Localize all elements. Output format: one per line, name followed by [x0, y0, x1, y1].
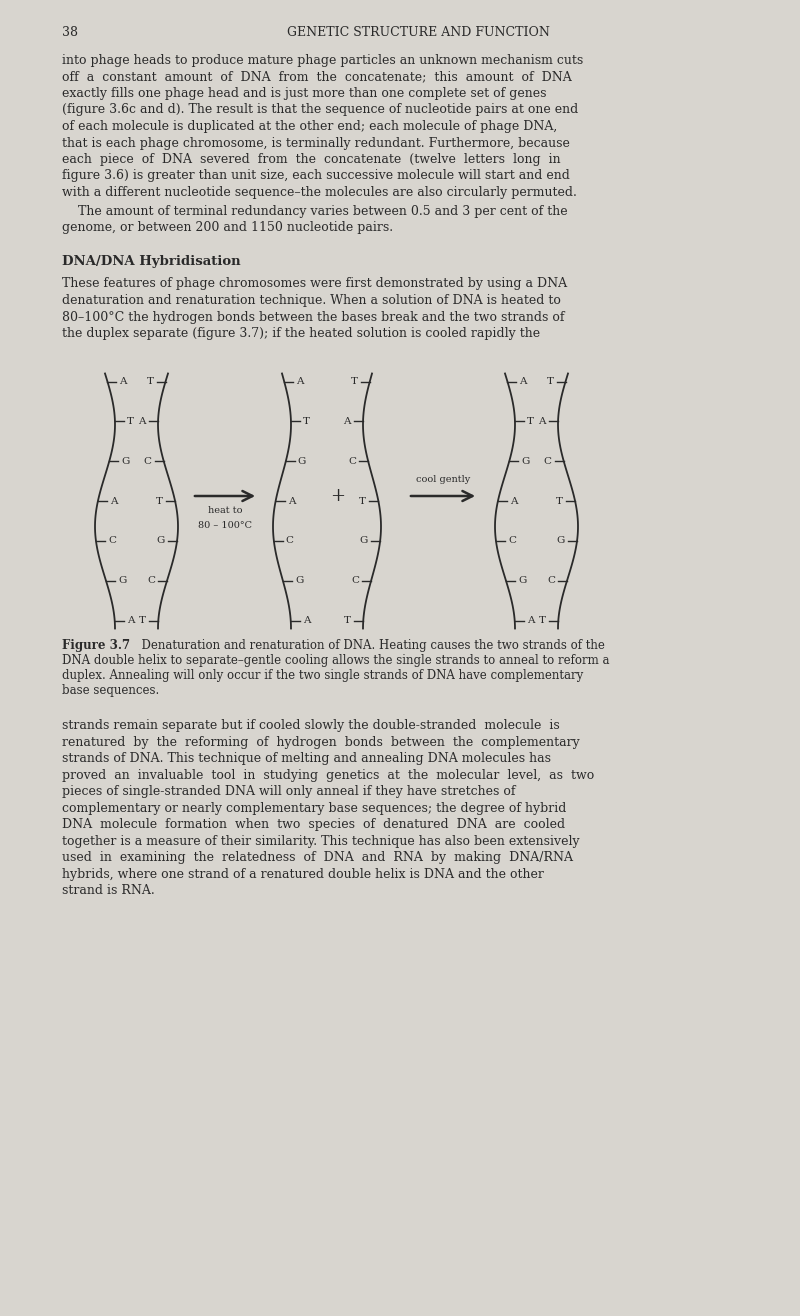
- Text: G: G: [295, 576, 303, 586]
- Text: complementary or nearly complementary base sequences; the degree of hybrid: complementary or nearly complementary ba…: [62, 801, 566, 815]
- Text: A: A: [343, 417, 351, 426]
- Text: C: C: [544, 457, 552, 466]
- Text: G: G: [122, 457, 130, 466]
- Text: denaturation and renaturation technique. When a solution of DNA is heated to: denaturation and renaturation technique.…: [62, 293, 561, 307]
- Text: A: A: [296, 376, 304, 386]
- Text: +: +: [330, 487, 346, 505]
- Text: T: T: [546, 376, 554, 386]
- Text: 80 – 100°C: 80 – 100°C: [198, 521, 252, 530]
- Text: C: C: [108, 537, 116, 545]
- Text: A: A: [538, 417, 546, 426]
- Text: G: G: [518, 576, 526, 586]
- Text: genome, or between 200 and 1150 nucleotide pairs.: genome, or between 200 and 1150 nucleoti…: [62, 221, 393, 234]
- Text: G: G: [157, 537, 165, 545]
- Text: A: A: [110, 496, 118, 505]
- Text: A: A: [138, 417, 146, 426]
- Text: DNA/DNA Hybridisation: DNA/DNA Hybridisation: [62, 255, 241, 268]
- Text: duplex. Annealing will only occur if the two single strands of DNA have compleme: duplex. Annealing will only occur if the…: [62, 669, 583, 682]
- Text: A: A: [519, 376, 527, 386]
- Text: 38: 38: [62, 26, 78, 39]
- Text: strand is RNA.: strand is RNA.: [62, 884, 154, 898]
- Text: cool gently: cool gently: [416, 475, 470, 484]
- Text: renatured  by  the  reforming  of  hydrogen  bonds  between  the  complementary: renatured by the reforming of hydrogen b…: [62, 736, 580, 749]
- Text: G: G: [557, 537, 565, 545]
- Text: DNA double helix to separate–gentle cooling allows the single strands to anneal : DNA double helix to separate–gentle cool…: [62, 654, 610, 667]
- Text: base sequences.: base sequences.: [62, 684, 159, 697]
- Text: C: C: [351, 576, 359, 586]
- Text: with a different nucleotide sequence–the molecules are also circularly permuted.: with a different nucleotide sequence–the…: [62, 186, 577, 199]
- Text: These features of phage chromosomes were first demonstrated by using a DNA: These features of phage chromosomes were…: [62, 278, 567, 291]
- Text: T: T: [127, 417, 134, 426]
- Text: A: A: [302, 616, 310, 625]
- Text: off  a  constant  amount  of  DNA  from  the  concatenate;  this  amount  of  DN: off a constant amount of DNA from the co…: [62, 71, 572, 83]
- Text: A: A: [526, 616, 534, 625]
- Text: Denaturation and renaturation of DNA. Heating causes the two strands of the: Denaturation and renaturation of DNA. He…: [134, 638, 605, 651]
- Text: A: A: [119, 376, 127, 386]
- Text: the duplex separate (figure 3.7); if the heated solution is cooled rapidly the: the duplex separate (figure 3.7); if the…: [62, 326, 540, 340]
- Text: of each molecule is duplicated at the other end; each molecule of phage DNA,: of each molecule is duplicated at the ot…: [62, 120, 558, 133]
- Text: T: T: [351, 376, 358, 386]
- Text: T: T: [344, 616, 351, 625]
- Text: Figure 3.7: Figure 3.7: [62, 638, 130, 651]
- Text: T: T: [156, 496, 163, 505]
- Text: G: G: [522, 457, 530, 466]
- Text: C: C: [286, 537, 294, 545]
- Text: T: T: [539, 616, 546, 625]
- Text: strands remain separate but if cooled slowly the double-stranded  molecule  is: strands remain separate but if cooled sl…: [62, 720, 560, 732]
- Text: T: T: [303, 417, 310, 426]
- Text: into phage heads to produce mature phage particles an unknown mechanism cuts: into phage heads to produce mature phage…: [62, 54, 583, 67]
- Text: C: C: [144, 457, 152, 466]
- Text: heat to: heat to: [208, 505, 242, 515]
- Text: hybrids, where one strand of a renatured double helix is DNA and the other: hybrids, where one strand of a renatured…: [62, 867, 544, 880]
- Text: A: A: [126, 616, 134, 625]
- Text: The amount of terminal redundancy varies between 0.5 and 3 per cent of the: The amount of terminal redundancy varies…: [62, 204, 568, 217]
- Text: T: T: [527, 417, 534, 426]
- Text: together is a measure of their similarity. This technique has also been extensiv: together is a measure of their similarit…: [62, 834, 580, 848]
- Text: G: G: [360, 537, 368, 545]
- Text: T: T: [556, 496, 563, 505]
- Text: figure 3.6) is greater than unit size, each successive molecule will start and e: figure 3.6) is greater than unit size, e…: [62, 170, 570, 183]
- Text: A: A: [510, 496, 518, 505]
- Text: that is each phage chromosome, is terminally redundant. Furthermore, because: that is each phage chromosome, is termin…: [62, 137, 570, 150]
- Text: C: C: [547, 576, 555, 586]
- Text: (figure 3.6c and d). The result is that the sequence of nucleotide pairs at one : (figure 3.6c and d). The result is that …: [62, 104, 578, 117]
- Text: A: A: [288, 496, 295, 505]
- Text: proved  an  invaluable  tool  in  studying  genetics  at  the  molecular  level,: proved an invaluable tool in studying ge…: [62, 769, 594, 782]
- Text: DNA  molecule  formation  when  two  species  of  denatured  DNA  are  cooled: DNA molecule formation when two species …: [62, 819, 565, 832]
- Text: C: C: [147, 576, 155, 586]
- Text: 80–100°C the hydrogen bonds between the bases break and the two strands of: 80–100°C the hydrogen bonds between the …: [62, 311, 565, 324]
- Text: T: T: [359, 496, 366, 505]
- Text: GENETIC STRUCTURE AND FUNCTION: GENETIC STRUCTURE AND FUNCTION: [286, 26, 550, 39]
- Text: G: G: [118, 576, 126, 586]
- Text: C: C: [348, 457, 356, 466]
- Text: used  in  examining  the  relatedness  of  DNA  and  RNA  by  making  DNA/RNA: used in examining the relatedness of DNA…: [62, 851, 573, 865]
- Text: T: T: [146, 376, 154, 386]
- Text: pieces of single-stranded DNA will only anneal if they have stretches of: pieces of single-stranded DNA will only …: [62, 786, 515, 799]
- Text: each  piece  of  DNA  severed  from  the  concatenate  (twelve  letters  long  i: each piece of DNA severed from the conca…: [62, 153, 561, 166]
- Text: C: C: [508, 537, 516, 545]
- Text: exactly fills one phage head and is just more than one complete set of genes: exactly fills one phage head and is just…: [62, 87, 546, 100]
- Text: T: T: [139, 616, 146, 625]
- Text: G: G: [298, 457, 306, 466]
- Text: strands of DNA. This technique of melting and annealing DNA molecules has: strands of DNA. This technique of meltin…: [62, 753, 551, 766]
